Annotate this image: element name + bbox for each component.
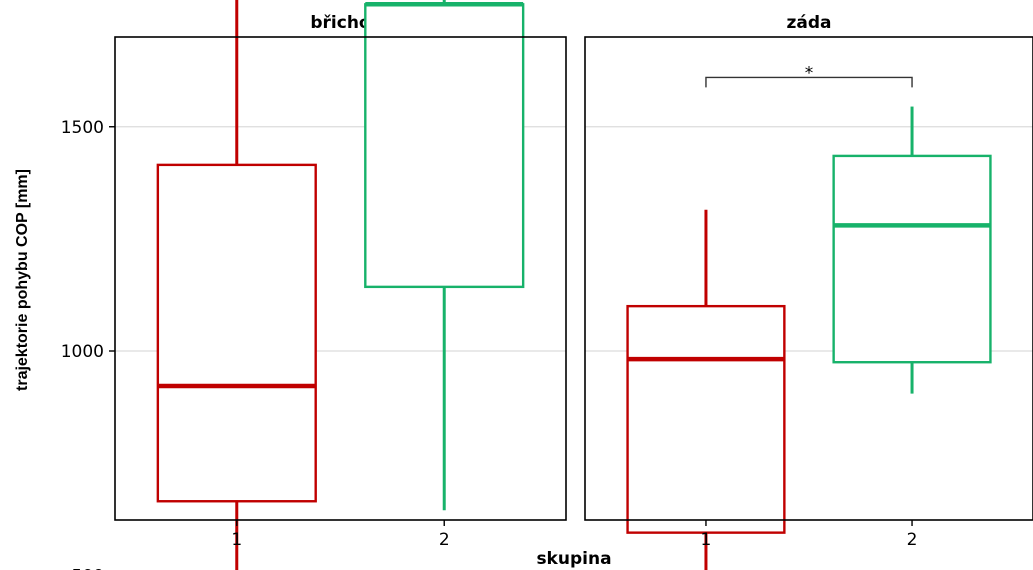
significance-label: *: [805, 63, 814, 83]
box-2: [364, 3, 525, 289]
box-1: [156, 163, 317, 503]
panel-title: břicho: [310, 13, 370, 33]
significance-bracket: [705, 76, 913, 88]
x-tick-label: 1: [231, 530, 242, 550]
y-tick-label: 500: [72, 566, 104, 570]
x-tick-label: 2: [439, 530, 450, 550]
x-tick-label: 2: [907, 530, 918, 550]
x-axis-title: skupina: [536, 549, 611, 569]
box-1: [626, 304, 786, 534]
panel-frame: [114, 36, 567, 521]
y-tick-label: 1500: [61, 118, 104, 138]
panel-frame: [584, 36, 1033, 521]
y-axis-title: trajektorie pohybu COP [mm]: [14, 169, 31, 391]
box-2: [832, 154, 992, 364]
y-tick-label: 1000: [61, 342, 104, 362]
x-tick-label: 1: [701, 530, 712, 550]
panel-title: záda: [786, 13, 831, 33]
